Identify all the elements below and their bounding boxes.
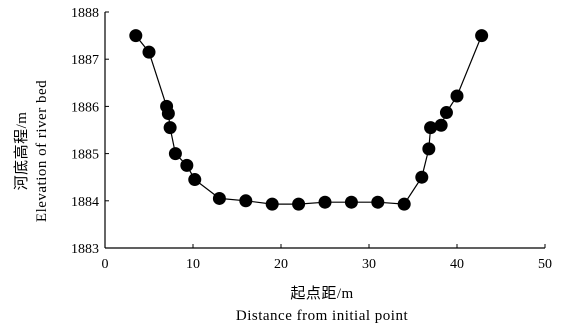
x-tick-label: 30 [362,257,376,272]
x-axis-label-en: Distance from initial point [236,308,409,324]
plot-area [129,29,489,211]
data-point [450,89,464,103]
x-axis-label-cn: 起点距/m [290,285,353,302]
y-tick-label: 1888 [71,6,99,21]
x-tick-label: 0 [102,257,109,272]
y-axis-label-en: Elevation of river bed [34,80,50,222]
data-point [318,195,332,209]
data-point [422,142,436,156]
data-point [292,197,306,211]
data-point [397,197,411,211]
data-point [180,158,194,172]
axes [104,11,546,249]
y-axis-label-cn: 河底高程/m [13,112,30,191]
y-tick-label: 1884 [71,195,99,210]
series-line [135,35,483,205]
data-point [265,197,279,211]
tick-labels: 0 10 20 30 40 50 1883 1884 1885 1886 1887 1888 [71,6,552,272]
y-tick-label: 1883 [71,242,99,257]
x-tick-label: 50 [538,257,552,272]
data-point [142,45,156,59]
data-point [129,29,143,43]
y-tick-label: 1885 [71,148,99,163]
data-point [424,121,438,135]
data-point [439,106,453,120]
data-point [212,191,226,205]
data-point [344,195,358,209]
data-point [239,194,253,208]
data-point [168,147,182,161]
data-point [434,118,448,132]
y-tick-label: 1886 [71,100,99,115]
x-tick-label: 40 [450,257,464,272]
data-point [415,170,429,184]
data-point [163,121,177,135]
data-point [475,29,489,43]
x-tick-label: 10 [186,257,200,272]
data-point [371,195,385,209]
x-tick-label: 20 [274,257,288,272]
data-point [188,173,202,187]
y-tick-label: 1887 [71,53,99,68]
data-point [161,106,175,120]
